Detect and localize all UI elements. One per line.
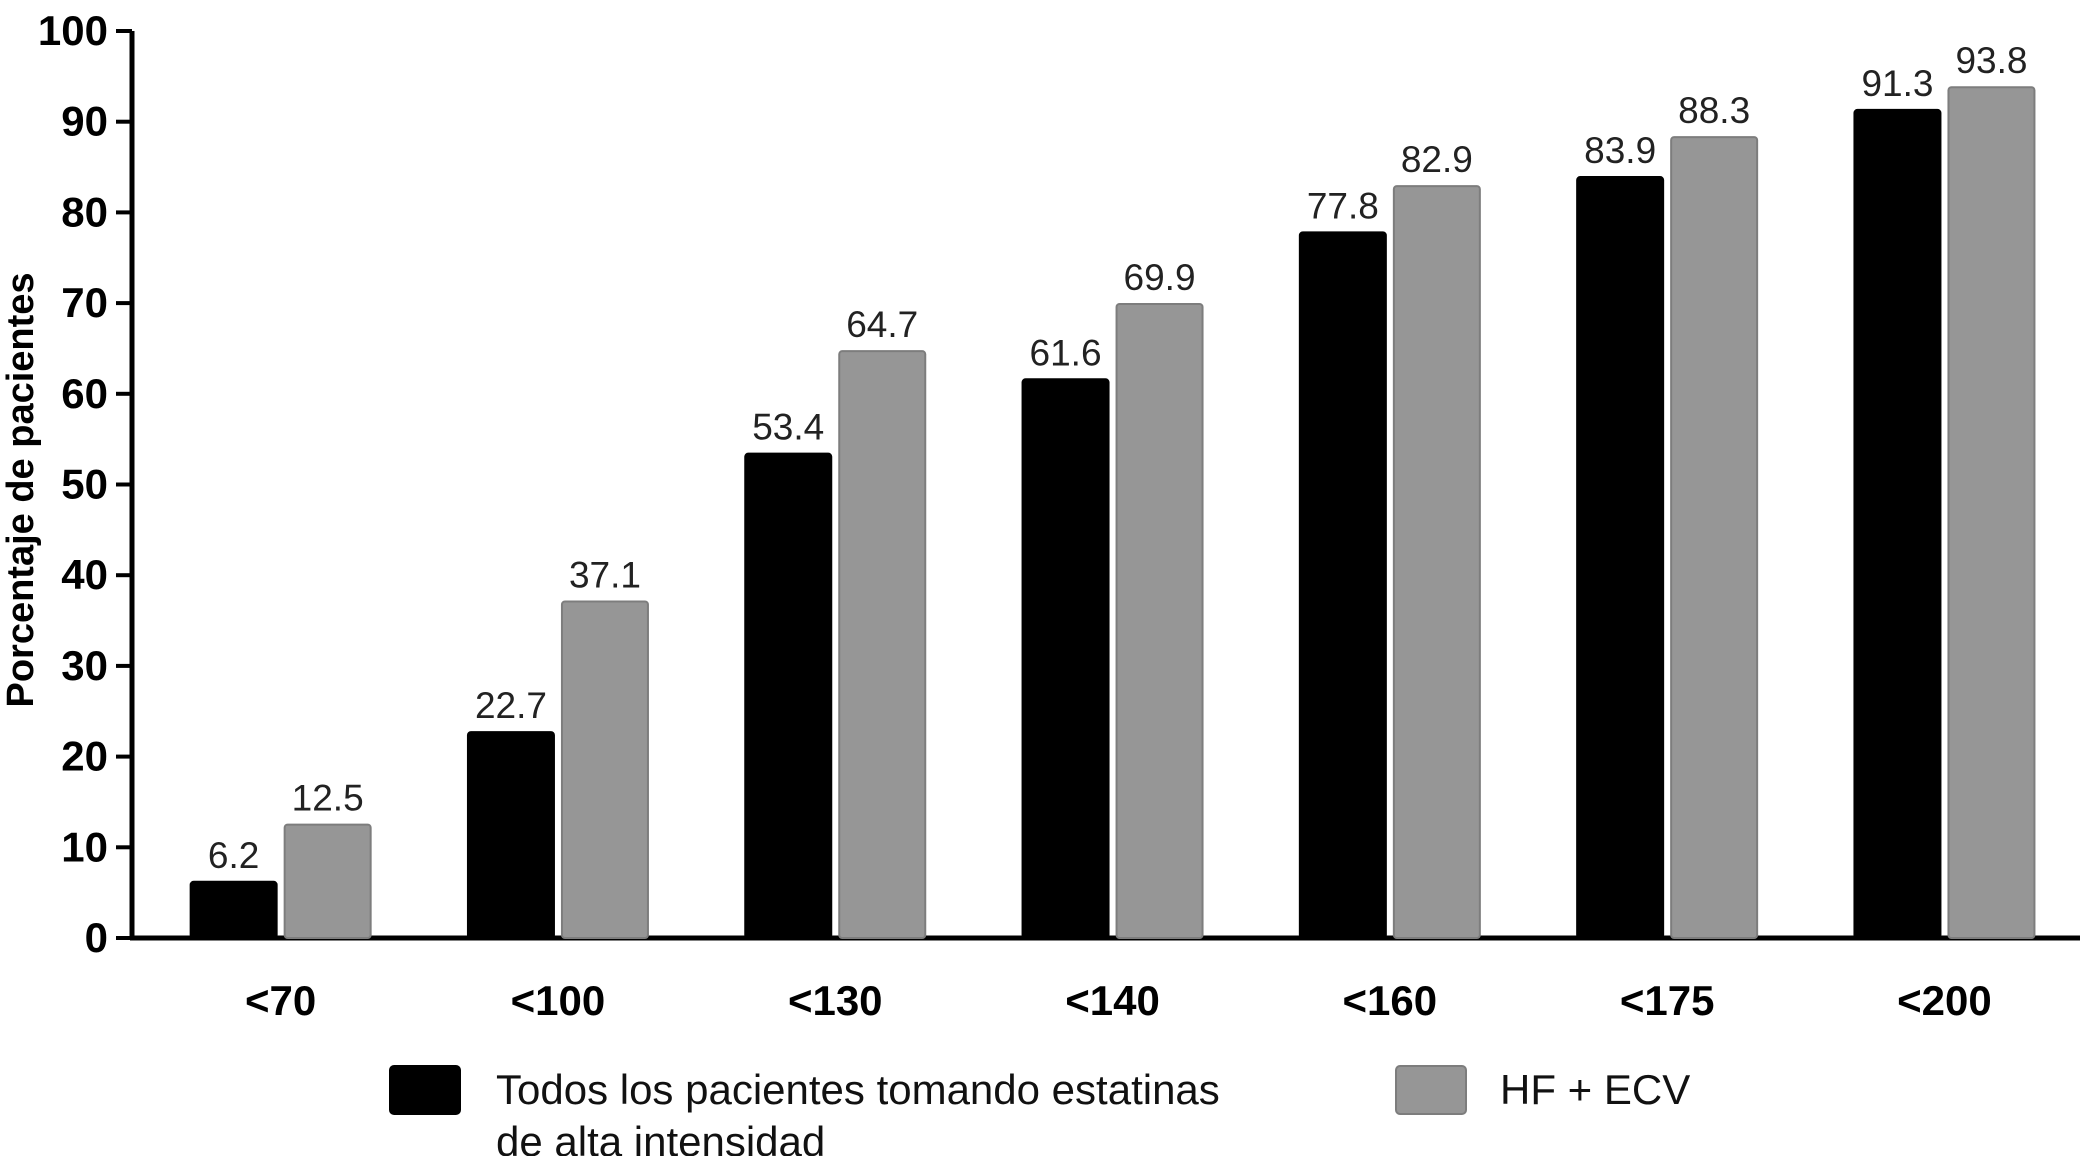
y-axis: 0 10 20 30 40 50 60 70 80 90 100: [38, 7, 135, 961]
data-label: 77.8: [1307, 185, 1379, 226]
bar: [744, 452, 833, 939]
bar: [838, 350, 927, 939]
bar: [1115, 303, 1204, 939]
y-tick-label: 70: [61, 279, 108, 326]
x-tick-label: <200: [1897, 977, 1992, 1024]
data-label: 6.2: [208, 835, 259, 876]
y-tick-label: 0: [85, 914, 108, 961]
y-tick-label: 50: [61, 461, 108, 508]
x-tick-label: <140: [1065, 977, 1160, 1024]
data-label: 12.5: [292, 778, 364, 819]
legend: Todos los pacientes tomando estatinas de …: [389, 1065, 1690, 1156]
bar: [1392, 185, 1481, 940]
data-label: 93.8: [1955, 40, 2027, 81]
y-axis-title: Porcentaje de pacientes: [0, 272, 42, 707]
data-label: 83.9: [1584, 130, 1656, 171]
legend-label: de alta intensidad: [496, 1118, 825, 1156]
data-label: 82.9: [1401, 139, 1473, 180]
bar: [1298, 231, 1387, 939]
data-label: 53.4: [752, 407, 824, 448]
data-label: 64.7: [846, 304, 918, 345]
legend-swatch: [389, 1065, 461, 1115]
data-label: 61.6: [1030, 332, 1102, 373]
x-tick-label: <100: [511, 977, 606, 1024]
y-tick-label: 40: [61, 551, 108, 598]
data-label: 37.1: [569, 555, 641, 596]
legend-label: Todos los pacientes tomando estatinas: [496, 1066, 1220, 1113]
y-tick-label: 10: [61, 823, 108, 870]
y-tick-label: 60: [61, 370, 108, 417]
bar: [466, 731, 555, 940]
x-tick-label: <70: [245, 977, 316, 1024]
y-tick-label: 100: [38, 7, 108, 54]
data-label: 91.3: [1861, 63, 1933, 104]
data-labels: 6.2 12.5 22.7 37.1 53.4 64.7 61.6 69.9 77.8 82.9 8…: [208, 40, 2028, 876]
bar: [560, 600, 649, 939]
y-tick-label: 20: [61, 733, 108, 780]
bars: [189, 86, 2036, 940]
x-tick-label: <175: [1620, 977, 1715, 1024]
legend-swatch: [1395, 1065, 1467, 1115]
x-axis: <70 <100 <130 <140 <160 <175 <200: [130, 935, 2080, 1024]
y-tick-label: 90: [61, 98, 108, 145]
data-label: 22.7: [475, 685, 547, 726]
y-tick-label: 30: [61, 642, 108, 689]
bar: [189, 880, 278, 939]
data-label: 69.9: [1124, 257, 1196, 298]
bar: [1670, 136, 1759, 939]
y-tick-label: 80: [61, 188, 108, 235]
bar: [1576, 176, 1665, 940]
x-tick-label: <160: [1343, 977, 1438, 1024]
bar: [1021, 378, 1110, 939]
bar: [1853, 108, 1942, 939]
x-tick-label: <130: [788, 977, 883, 1024]
bar: [1947, 86, 2036, 939]
data-label: 88.3: [1678, 90, 1750, 131]
legend-label: HF + ECV: [1500, 1066, 1690, 1113]
bar: [283, 823, 372, 939]
